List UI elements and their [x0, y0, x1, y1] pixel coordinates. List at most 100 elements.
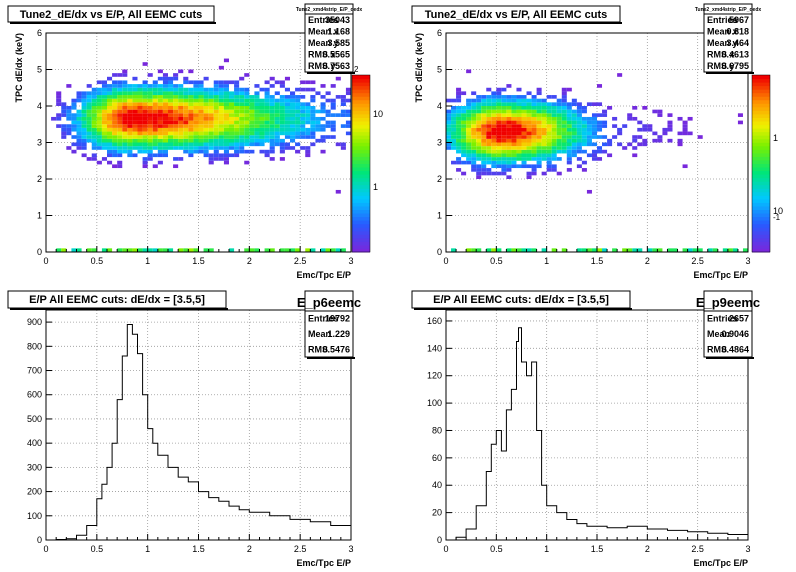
colorbar-segment	[352, 184, 370, 189]
stats-label: Entries	[707, 314, 738, 324]
heatmap-cell	[203, 116, 209, 121]
heatmap-cell	[152, 146, 158, 150]
heatmap-cell	[183, 127, 189, 132]
heatmap-cell	[137, 120, 143, 125]
heatmap-cell	[652, 131, 658, 136]
heatmap-cell	[91, 91, 97, 96]
heatmap-cell	[101, 135, 107, 139]
heatmap-cell	[183, 76, 189, 81]
heatmap-cell	[627, 248, 633, 252]
heatmap-cell	[466, 106, 472, 110]
heatmap-cell	[269, 95, 275, 99]
heatmap-cell	[183, 248, 189, 252]
heatmap-cell	[536, 149, 542, 154]
heatmap-cell	[290, 95, 296, 99]
heatmap-cell	[264, 124, 270, 128]
heatmap-cell	[576, 113, 582, 117]
colorbar-segment	[352, 230, 370, 235]
colorbar-segment	[352, 89, 370, 94]
heatmap-cell	[157, 120, 163, 125]
y-axis-label: TPC dE/dx (keV)	[414, 33, 424, 103]
heatmap-cell	[178, 109, 184, 114]
heatmap-cell	[173, 127, 179, 132]
heatmap-cell	[142, 84, 148, 88]
heatmap-cell	[556, 120, 562, 125]
heatmap-cell	[471, 91, 477, 96]
heatmap-cell	[521, 164, 527, 169]
heatmap-cell	[617, 142, 623, 147]
heatmap-cell	[561, 149, 567, 154]
heatmap-cell	[198, 106, 204, 110]
heatmap-cell	[461, 113, 467, 117]
heatmap-cell	[178, 131, 184, 136]
heatmap-cell	[152, 124, 158, 128]
heatmap-cell	[81, 102, 87, 106]
heatmap-cell	[325, 248, 331, 252]
heatmap-cell	[208, 146, 214, 150]
heatmap-cell	[218, 91, 224, 96]
heatmap-cell	[486, 102, 492, 106]
heatmap-cell	[56, 95, 62, 99]
heatmap-cell	[501, 95, 507, 99]
heatmap-cell	[122, 127, 128, 132]
heatmap-cell	[491, 248, 497, 252]
heatmap-cell	[244, 127, 250, 132]
heatmap-cell	[188, 69, 194, 74]
heatmap-cell	[127, 131, 133, 136]
heatmap-cell	[315, 138, 321, 143]
heatmap-cell	[591, 116, 597, 121]
heatmap-cell	[122, 91, 128, 96]
heatmap-cell	[117, 113, 123, 117]
heatmap-cell	[602, 149, 608, 154]
heatmap-cell	[667, 120, 673, 125]
colorbar-segment	[752, 156, 770, 161]
heatmap-cell	[476, 106, 482, 110]
heatmap-cell	[81, 116, 87, 121]
heatmap-cell	[456, 149, 462, 154]
heatmap-cell	[511, 120, 517, 125]
heatmap-cell	[234, 106, 240, 110]
heatmap-cell	[471, 109, 477, 114]
heatmap-cell	[101, 95, 107, 99]
heatmap-cell	[218, 106, 224, 110]
colorbar-segment	[352, 138, 370, 143]
heatmap-cell	[279, 120, 285, 125]
heatmap-cell	[132, 76, 138, 81]
heatmap-cell	[203, 153, 209, 158]
heatmap-cell	[320, 116, 326, 121]
heatmap-cell	[234, 109, 240, 114]
heatmap-cell	[501, 127, 507, 132]
heatmap-cell	[218, 113, 224, 117]
x-tick-label: 2.5	[294, 544, 307, 554]
heatmap-cell	[112, 135, 118, 139]
heatmap-cell	[541, 102, 547, 106]
heatmap-cell	[147, 127, 153, 132]
heatmap-cell	[305, 248, 311, 252]
colorbar-exponent: -1	[773, 213, 781, 222]
heatmap-cell	[551, 164, 557, 169]
heatmap-cell	[456, 168, 462, 172]
heatmap-cell	[496, 164, 502, 169]
heatmap-cell	[127, 98, 133, 103]
heatmap-cell	[188, 135, 194, 139]
heatmap-cell	[198, 98, 204, 103]
heatmap-cell	[496, 95, 502, 99]
stats-label: Mean	[707, 329, 730, 339]
heatmap-cell	[96, 131, 102, 136]
heatmap-cell	[96, 142, 102, 147]
heatmap-cell	[137, 98, 143, 103]
heatmap-cell	[486, 87, 492, 92]
colorbar-segment	[352, 177, 370, 182]
colorbar-segment	[352, 124, 370, 129]
heatmap-cell	[536, 113, 542, 117]
heatmap-cell	[223, 142, 229, 147]
heatmap-cell	[71, 248, 77, 252]
heatmap-cell	[727, 248, 733, 252]
heatmap-cell	[147, 73, 153, 77]
title-box-shadow	[414, 308, 632, 310]
heatmap-cell	[456, 142, 462, 147]
heatmap-cell	[546, 109, 552, 114]
heatmap-cell	[76, 138, 82, 143]
heatmap-cell	[213, 98, 219, 103]
heatmap-cell	[481, 146, 487, 150]
